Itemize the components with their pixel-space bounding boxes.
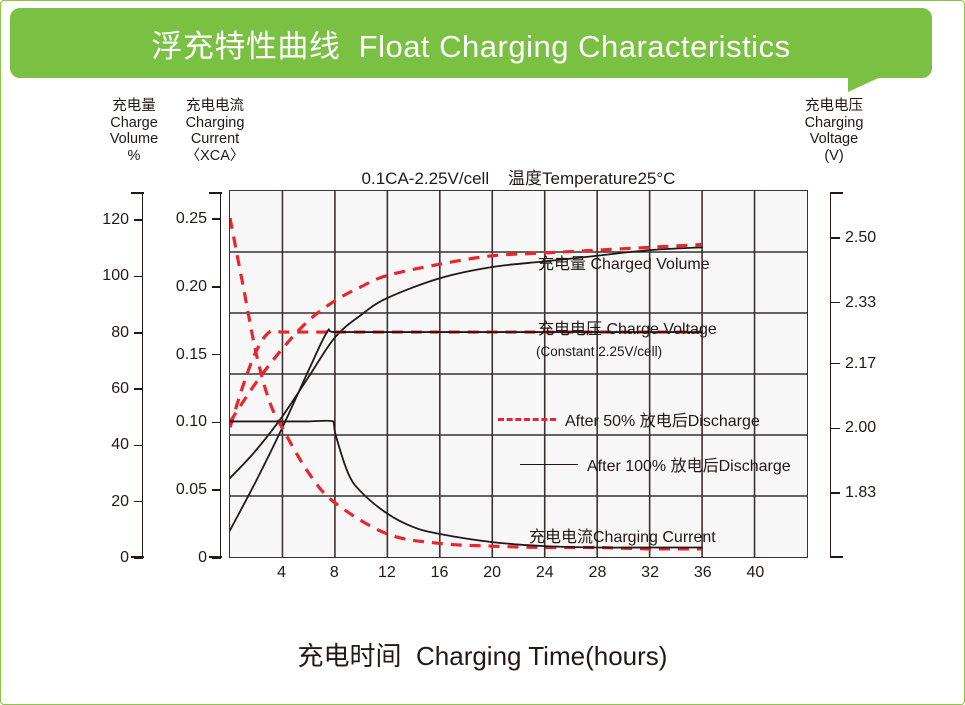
axis-tick xyxy=(831,427,840,430)
axis-cap-top xyxy=(830,192,844,194)
axis-tick-label: 80 xyxy=(111,323,129,341)
legend-swatch-solid-black xyxy=(520,463,578,465)
axis-tick-label: 0.25 xyxy=(175,210,207,228)
curve-layer xyxy=(230,217,703,551)
axis-tick xyxy=(212,286,221,288)
series-path xyxy=(230,419,703,549)
legend-label-after-100: After 100% 放电后Discharge xyxy=(587,458,791,475)
axis-tick xyxy=(134,219,143,221)
annotation-charge-voltage-sub: (Constant 2.25V/cell) xyxy=(536,344,663,359)
axis-tick-label: 0.05 xyxy=(175,481,207,499)
x-tick-label: 32 xyxy=(641,564,659,581)
axis-tick xyxy=(212,218,221,220)
axis-tick-label: 2.50 xyxy=(845,228,877,246)
annotation-charging-current: 充电电流Charging Current xyxy=(529,529,716,546)
axis-tick xyxy=(134,444,143,447)
grid-lines xyxy=(230,191,807,557)
banner-tail-decoration xyxy=(848,70,896,92)
x-tick-label: 16 xyxy=(430,564,449,581)
axis-tick xyxy=(831,362,840,365)
axis-tick-label: 2.00 xyxy=(845,419,877,437)
legend-label-after-50: After 50% 放电后Discharge xyxy=(565,413,760,430)
axis-tick-label: 1.83 xyxy=(845,484,877,502)
axis-tick-label: 0.20 xyxy=(175,277,207,295)
series-path xyxy=(230,246,703,480)
axis-tick xyxy=(831,236,840,239)
axis-tick xyxy=(831,492,840,494)
plot-condition-note: 0.1CA-2.25V/cell 温度Temperature25°C xyxy=(361,169,676,188)
axis-tick-label: 0.15 xyxy=(175,345,207,363)
axis-tick-label: 2.33 xyxy=(845,293,877,311)
axis-tick xyxy=(212,489,221,492)
axis-tick xyxy=(831,301,840,304)
axis-tick xyxy=(212,557,221,559)
axis-cap-bottom xyxy=(830,556,844,558)
x-tick-label: 28 xyxy=(588,564,607,581)
x-tick-label: 24 xyxy=(535,564,554,581)
axis-tick-label: 0 xyxy=(120,549,129,566)
axis-tick xyxy=(212,353,221,356)
axis-tick xyxy=(134,388,143,390)
axis-tick-label: 40 xyxy=(111,436,129,454)
axis-tick-label: 2.17 xyxy=(845,354,877,372)
axis-charge-volume: 120 100 80 60 40 20 0 xyxy=(102,192,144,566)
title-banner: 浮充特性曲线 Float Charging Characteristics xyxy=(10,8,932,92)
axis-tick-label: 120 xyxy=(102,211,129,229)
axis-tick-label: 100 xyxy=(102,267,129,285)
axis-cap-top xyxy=(131,192,144,194)
axis-cap-top xyxy=(209,192,222,194)
chart-title: 浮充特性曲线 Float Charging Characteristics xyxy=(151,28,791,64)
legend-item-after-50: After 50% 放电后Discharge xyxy=(498,407,760,431)
axis-tick xyxy=(134,275,143,278)
axis-charging-voltage: 2.50 2.33 2.17 2.00 1.83 xyxy=(830,192,876,558)
axis-tick-label: 0 xyxy=(198,549,207,566)
legend-item-after-100: After 100% 放电后Discharge xyxy=(520,452,791,476)
x-axis-title: 充电时间 Charging Time(hours) xyxy=(297,641,668,671)
x-tick-label: 40 xyxy=(746,564,765,581)
axis-tick xyxy=(212,421,221,424)
x-tick-label: 20 xyxy=(483,564,502,581)
axis-charging-current: 0.25 0.20 0.15 0.10 0.05 0 xyxy=(176,192,222,566)
axis-caption-charge-volume: 充电量 Charge Volume % xyxy=(109,98,159,164)
legend-swatch-dashed-red xyxy=(498,417,556,421)
x-tick-label: 12 xyxy=(378,564,396,581)
x-tick-label: 4 xyxy=(277,564,287,581)
axis-tick-label: 20 xyxy=(111,492,129,510)
axis-tick-label: 0.10 xyxy=(175,413,207,431)
banner-background xyxy=(10,8,932,78)
annotation-charged-volume: 充电量 Charged Volume xyxy=(538,256,710,273)
axis-tick xyxy=(134,331,143,334)
x-tick-label: 36 xyxy=(693,564,712,581)
plot-area xyxy=(229,190,808,558)
axis-caption-charging-voltage: 充电电压 Charging Voltage (V) xyxy=(804,98,864,164)
axis-caption-charging-current: 充电电流 Charging Current 〈XCA〉 xyxy=(185,98,245,164)
axis-tick-label: 60 xyxy=(111,380,129,398)
x-tick-label: 8 xyxy=(329,564,339,581)
annotation-charge-voltage: 充电电压 Charge Voltage xyxy=(538,321,717,338)
axis-tick xyxy=(134,500,143,503)
axis-tick xyxy=(134,557,143,559)
